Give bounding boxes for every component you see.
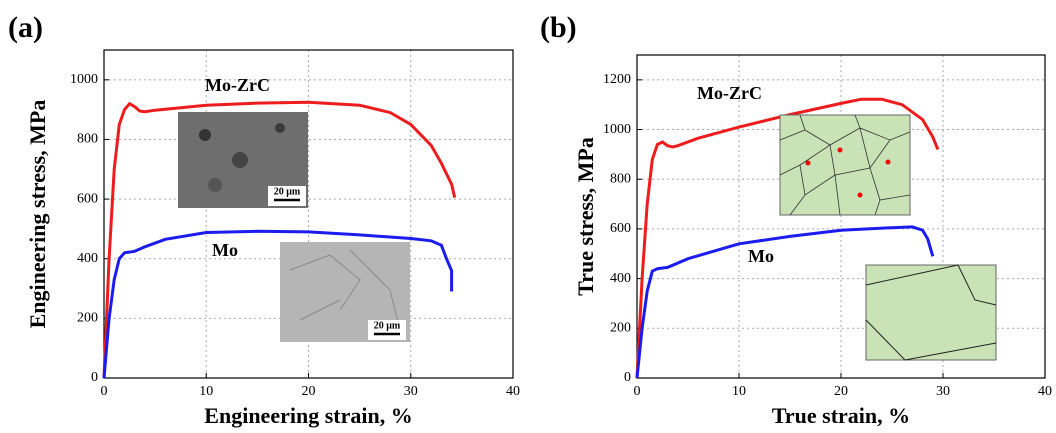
x-tick-label: 10 (199, 384, 213, 399)
x-tick-label: 10 (732, 384, 746, 399)
y-tick-label: 800 (610, 171, 631, 186)
scale-bar-label: 20 μm (374, 320, 401, 331)
x-tick-label: 0 (101, 384, 108, 399)
series-line (635, 225, 935, 379)
grain-boundaries (779, 114, 911, 216)
texture (208, 178, 222, 192)
scale-bar-label: 20 μm (274, 186, 301, 197)
particle (885, 159, 891, 165)
panel-label: (b) (540, 11, 577, 44)
x-tick-label: 30 (404, 384, 418, 399)
panel-label: (a) (8, 11, 43, 44)
y-tick-label: 200 (610, 321, 631, 336)
insets: 20 μm 20 μm (178, 112, 997, 361)
series-line (102, 100, 457, 379)
series-label: Mo-ZrC (205, 75, 270, 95)
y-tick-label: 600 (610, 221, 631, 236)
series-label: Mo (212, 240, 238, 260)
grain-inset (865, 264, 997, 361)
y-tick-label: 400 (610, 271, 631, 286)
series-label: Mo (748, 246, 774, 266)
particle (857, 192, 863, 198)
y-axis-title: True stress, MPa (573, 137, 598, 296)
texture (199, 129, 211, 141)
y-tick-label: 0 (91, 370, 98, 385)
particle (837, 147, 843, 153)
x-axis-title: Engineering strain, % (204, 403, 412, 428)
particle (805, 160, 811, 166)
x-axis-title: True strain, % (772, 403, 910, 428)
texture (275, 123, 285, 133)
plot-frame (103, 49, 514, 379)
y-axis-title: Engineering stress, MPa (25, 100, 50, 329)
texture (232, 152, 248, 168)
x-tick-label: 40 (506, 384, 520, 399)
series-line (102, 229, 454, 379)
series-line (635, 97, 940, 379)
y-tick-label: 1000 (70, 72, 98, 87)
y-tick-label: 200 (77, 311, 98, 326)
y-tick-label: 800 (77, 132, 98, 147)
x-tick-label: 0 (634, 384, 641, 399)
x-tick-label: 20 (302, 384, 316, 399)
series-label: Mo-ZrC (697, 83, 762, 103)
y-tick-label: 1000 (603, 122, 631, 137)
x-tick-label: 30 (936, 384, 950, 399)
y-tick-label: 600 (77, 191, 98, 206)
y-tick-label: 0 (624, 370, 631, 385)
texture (289, 249, 401, 331)
y-tick-label: 400 (77, 251, 98, 266)
grain-boundaries (865, 264, 997, 361)
x-tick-label: 20 (834, 384, 848, 399)
plot-frame (636, 54, 1046, 379)
x-tick-label: 40 (1038, 384, 1052, 399)
y-tick-label: 1200 (603, 72, 631, 87)
